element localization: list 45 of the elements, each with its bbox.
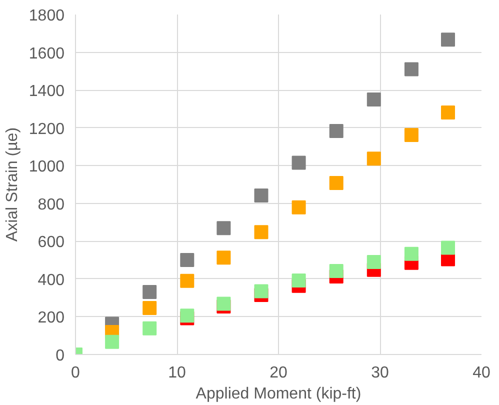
point	[105, 334, 120, 349]
point	[254, 284, 268, 298]
point	[329, 264, 344, 278]
point	[180, 308, 194, 323]
x-tick-label: 40	[472, 364, 490, 382]
x-tick-label: 30	[371, 364, 389, 382]
point	[366, 254, 381, 269]
y-tick-label: 200	[38, 310, 65, 327]
point	[292, 156, 306, 170]
point	[216, 221, 231, 236]
point	[216, 250, 231, 265]
point	[180, 253, 194, 268]
y-tick-label: 800	[38, 196, 65, 214]
point	[404, 246, 418, 261]
point	[404, 62, 418, 76]
point	[329, 176, 344, 190]
point	[441, 240, 456, 255]
x-tick-label: 10	[168, 364, 186, 382]
x-tick-label: 0	[71, 364, 80, 382]
point	[404, 128, 418, 142]
y-tick-label: 1600	[28, 45, 65, 62]
point	[216, 296, 231, 311]
point	[366, 152, 381, 166]
point	[180, 274, 194, 288]
point	[366, 92, 381, 106]
point	[142, 284, 157, 299]
y-tick-label: 600	[38, 234, 65, 252]
point	[142, 321, 157, 336]
y-tick-label: 400	[38, 272, 65, 289]
point	[142, 301, 157, 316]
y-tick-label: 1000	[28, 158, 65, 176]
x-axis-title: Applied Moment (kip-ft)	[196, 386, 362, 402]
x-tick-label: 20	[270, 364, 288, 382]
point	[441, 32, 456, 47]
point	[292, 200, 306, 214]
y-axis-title: Axial Strain (µe)	[4, 127, 21, 242]
y-tick-label: 1800	[28, 8, 65, 24]
point	[329, 124, 344, 138]
y-tick-label: 1400	[28, 83, 65, 100]
point	[292, 273, 306, 288]
y-tick-label: 1200	[28, 120, 65, 138]
point	[254, 225, 268, 240]
y-tick-label: 0	[56, 348, 65, 364]
point	[254, 188, 268, 202]
point	[441, 106, 456, 120]
